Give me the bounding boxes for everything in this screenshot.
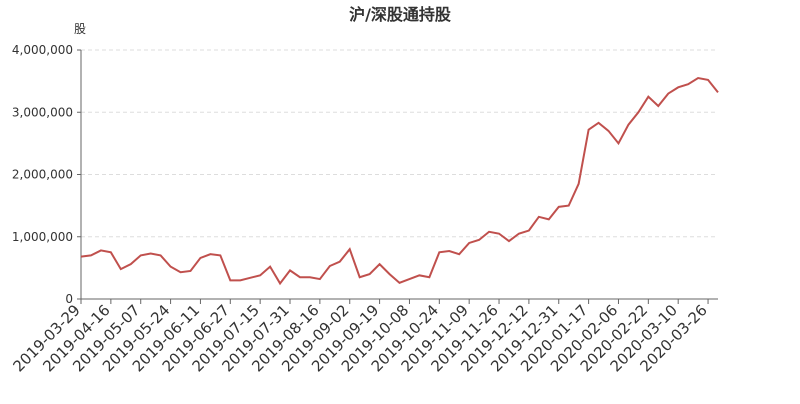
y-tick-label: 2,000,000: [12, 168, 73, 182]
y-tick-label: 4,000,000: [12, 43, 73, 57]
y-axis-label: 股: [74, 22, 86, 36]
line-series: [80, 76, 719, 286]
y-tick-label: 3,000,000: [12, 105, 73, 119]
y-tick-label: 1,000,000: [12, 230, 73, 244]
y-tick-label: 0: [65, 292, 73, 306]
chart-title: 沪/深股通持股: [349, 5, 452, 24]
